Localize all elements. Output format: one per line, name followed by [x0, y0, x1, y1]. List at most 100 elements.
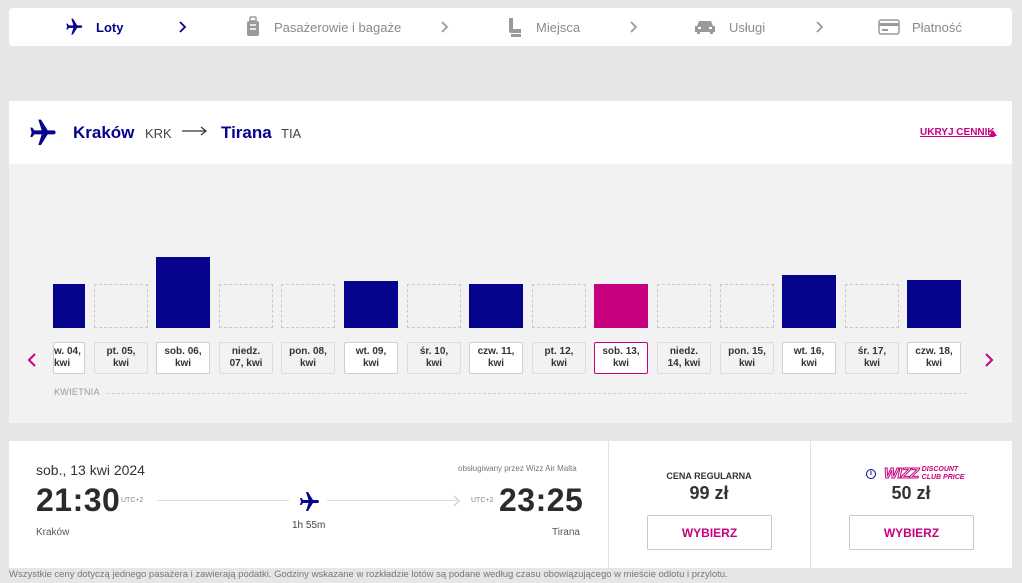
date-label-day: wt. 09, [345, 346, 397, 358]
divider [810, 441, 811, 568]
date-label-day: czw. 11, [470, 346, 522, 358]
regular-fare-price: 99 zł [609, 483, 809, 504]
flight-path-line [157, 500, 289, 501]
no-price-placeholder [720, 284, 774, 328]
chevron-right-icon [813, 19, 827, 35]
discount-fare-price: 50 zł [811, 483, 1011, 504]
date-label-month: 07, kwi [220, 358, 272, 370]
select-discount-fare-button[interactable]: WYBIERZ [849, 515, 974, 550]
date-label-day: wt. 16, [783, 346, 835, 358]
date-label[interactable]: śr. 10, kwi [407, 342, 461, 374]
price-bar[interactable] [907, 280, 961, 328]
discount-club-price-text: DISCOUNT CLUB PRICE [922, 466, 965, 482]
date-label-day: pt. 05, [95, 346, 147, 358]
no-price-placeholder [532, 284, 586, 328]
operated-by: obsługiwany przez Wizz Air Malta [458, 464, 577, 473]
hide-price-calendar-link[interactable]: UKRYJ CENNIK [920, 127, 995, 138]
plane-icon [296, 490, 320, 519]
price-bar[interactable] [469, 284, 523, 328]
step-label: Miejsca [536, 20, 580, 35]
step-label: Usługi [729, 20, 765, 35]
date-label[interactable]: pt. 12, kwi [532, 342, 586, 374]
departure-city: Kraków [36, 527, 69, 538]
date-label[interactable]: niedz. 07, kwi [219, 342, 273, 374]
date-label[interactable]: pon. 08, kwi [281, 342, 335, 374]
price-bar[interactable] [53, 284, 85, 328]
date-label[interactable]: wt. 09, kwi [344, 342, 398, 374]
departure-time: 21:30 [36, 482, 120, 519]
price-bar[interactable] [156, 257, 210, 328]
date-label-day: czw. 18, [908, 346, 960, 358]
departure-timezone: UTC+2 [121, 497, 143, 504]
no-price-placeholder [94, 284, 148, 328]
info-icon[interactable]: i [866, 469, 876, 479]
date-label-day: śr. 10, [408, 346, 460, 358]
date-label-month: kwi [345, 358, 397, 370]
origin-city: Kraków [73, 123, 134, 143]
select-regular-fare-button[interactable]: WYBIERZ [647, 515, 772, 550]
no-price-placeholder [657, 284, 711, 328]
step-flights[interactable]: Loty [62, 8, 123, 46]
date-label[interactable]: sob. 06, kwi [156, 342, 210, 374]
date-label[interactable]: śr. 17, kwi [845, 342, 899, 374]
date-label[interactable]: wt. 16, kwi [782, 342, 836, 374]
date-label[interactable]: pt. 05, kwi [94, 342, 148, 374]
date-label-day: niedz. [658, 346, 710, 358]
date-label-month: kwi [783, 358, 835, 370]
destination-code: TIA [281, 126, 301, 141]
price-bar[interactable] [344, 281, 398, 328]
date-label-month: kwi [408, 358, 460, 370]
route-header: Kraków KRK Tirana TIA UKRYJ CENNIK [9, 101, 1012, 164]
step-payment[interactable]: Płatność [878, 8, 962, 46]
step-services[interactable]: Usługi [693, 8, 765, 46]
step-label: Płatność [912, 20, 962, 35]
prev-dates-arrow-icon[interactable] [24, 351, 38, 369]
date-label[interactable]: pon. 15, kwi [720, 342, 774, 374]
flight-date: sob., 13 kwi 2024 [36, 462, 145, 478]
flight-path-line [327, 500, 457, 501]
date-label[interactable]: czw. 18, kwi [907, 342, 961, 374]
month-label: KWIETNIA [54, 387, 100, 397]
date-label-day: pt. 12, [533, 346, 585, 358]
arrow-right-icon [182, 124, 208, 142]
date-label[interactable]: czw. 11, kwi [469, 342, 523, 374]
price-bar[interactable] [594, 284, 648, 328]
regular-fare-title: CENA REGULARNA [609, 471, 809, 481]
wizz-logo-text: WIZZ [884, 465, 919, 482]
arrival-timezone: UTC+2 [471, 497, 493, 504]
seat-icon [506, 16, 524, 38]
chevron-right-icon [453, 494, 460, 512]
date-label[interactable]: niedz. 14, kwi [657, 342, 711, 374]
date-label-day: w. 04, [54, 346, 84, 358]
date-label-month: kwi [95, 358, 147, 370]
no-price-placeholder [407, 284, 461, 328]
month-divider [107, 393, 967, 394]
date-label[interactable]: w. 04, kwi [53, 342, 85, 374]
date-label-month: kwi [470, 358, 522, 370]
date-label-month: kwi [721, 358, 773, 370]
price-disclaimer: Wszystkie ceny dotyczą jednego pasażera … [9, 569, 728, 580]
date-label-day: sob. 13, [595, 346, 647, 358]
date-label-day: niedz. [220, 346, 272, 358]
date-label-month: 14, kwi [658, 358, 710, 370]
step-passengers[interactable]: Pasażerowie i bagaże [244, 8, 401, 46]
step-label: Loty [96, 20, 123, 35]
chevron-right-icon [627, 19, 641, 35]
date-label-month: kwi [595, 358, 647, 370]
step-seats[interactable]: Miejsca [506, 8, 580, 46]
date-label-month: kwi [846, 358, 898, 370]
no-price-placeholder [845, 284, 899, 328]
chevron-right-icon [176, 19, 190, 35]
next-dates-arrow-icon[interactable] [982, 351, 996, 369]
chevron-right-icon [438, 19, 452, 35]
arrival-time: 23:25 [499, 482, 583, 519]
plane-icon [25, 117, 57, 154]
no-price-placeholder [281, 284, 335, 328]
date-label[interactable]: sob. 13, kwi [594, 342, 648, 374]
caret-up-icon [989, 130, 997, 136]
car-icon [693, 18, 717, 36]
arrival-city: Tirana [552, 527, 580, 538]
flight-duration: 1h 55m [292, 520, 325, 531]
credit-card-icon [878, 19, 900, 35]
price-bar[interactable] [782, 275, 836, 328]
